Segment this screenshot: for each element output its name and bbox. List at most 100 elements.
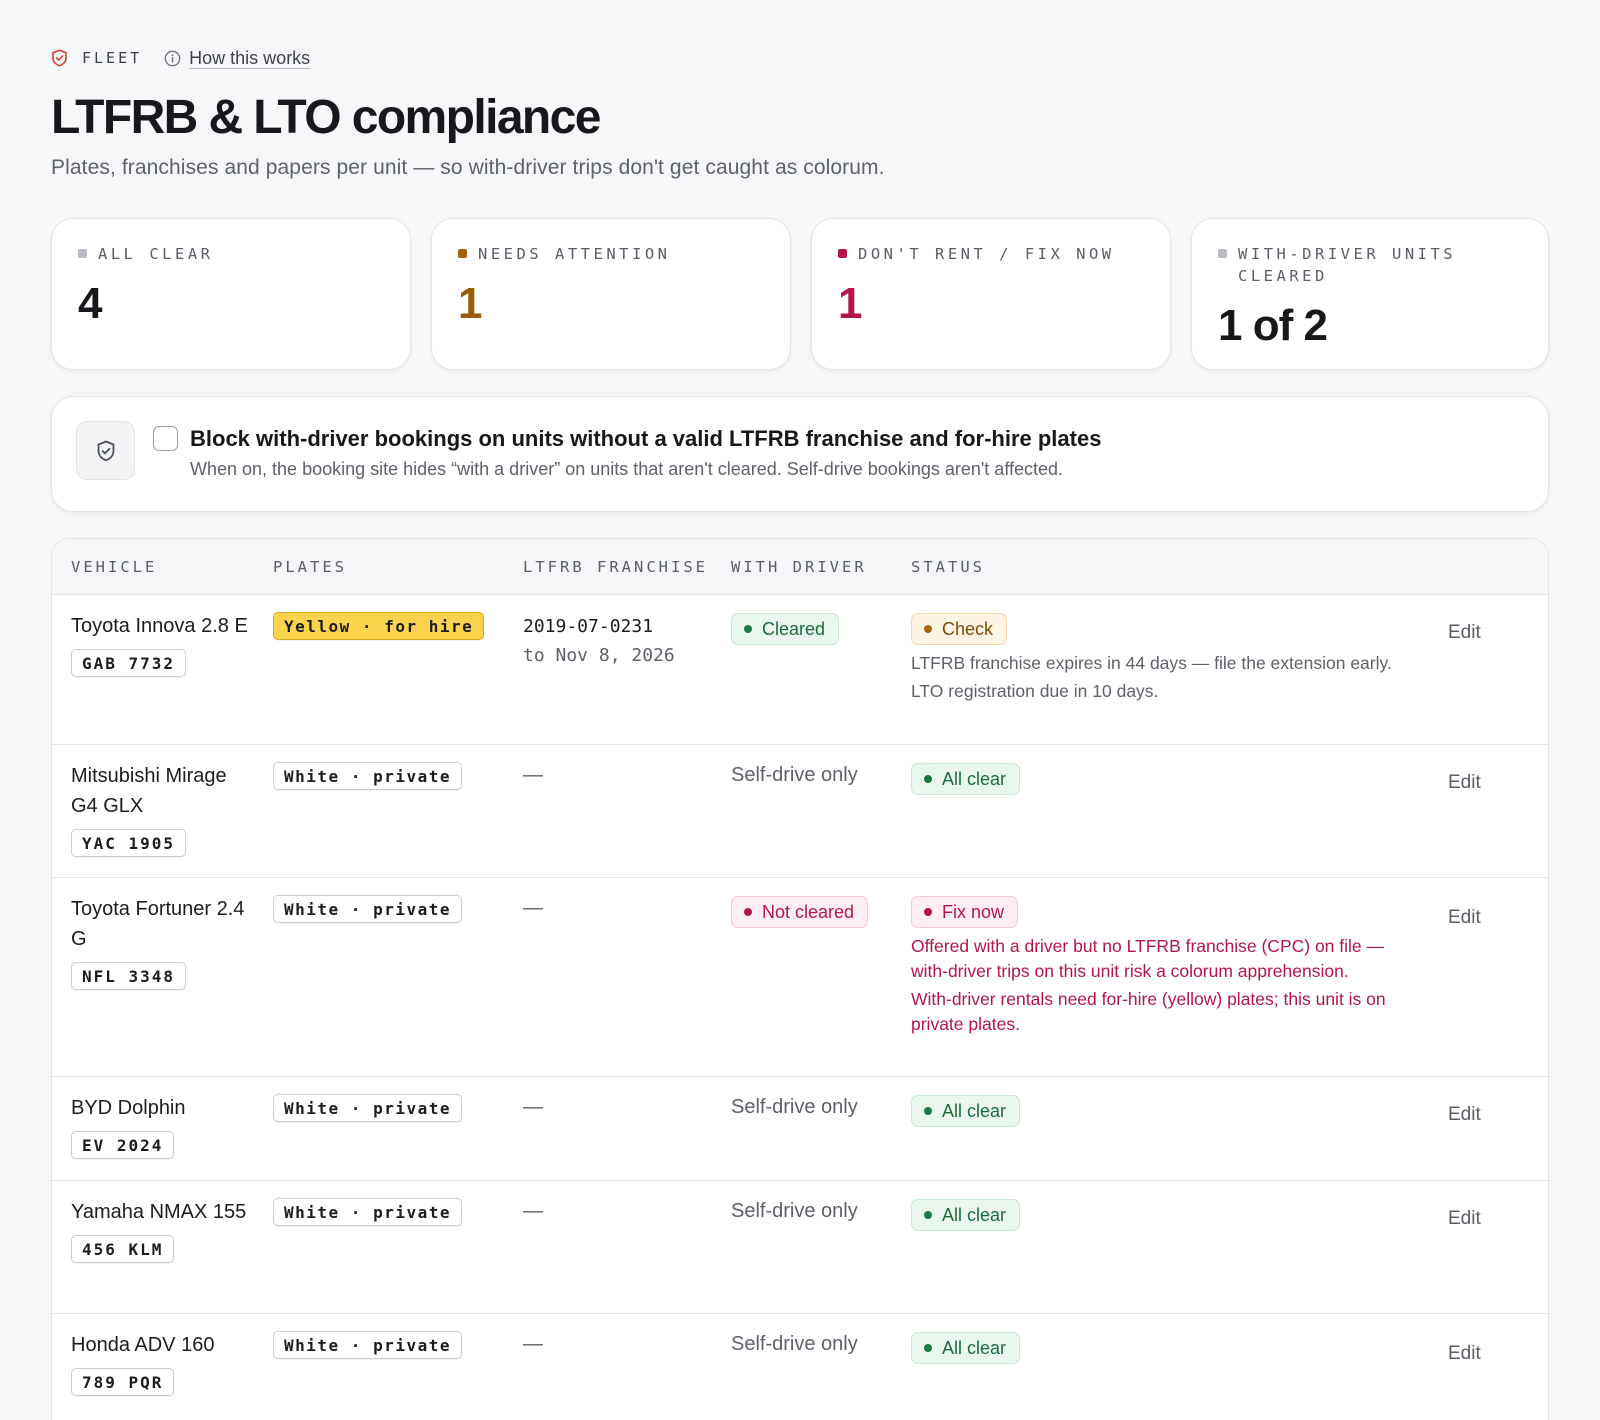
vehicle-name: Mitsubishi Mirage G4 GLX bbox=[71, 765, 227, 817]
stat-value: 4 bbox=[78, 279, 102, 328]
edit-button[interactable]: Edit bbox=[1448, 1104, 1481, 1125]
status-badge-label: All clear bbox=[942, 1337, 1007, 1358]
block-bookings-title[interactable]: Block with-driver bookings on units with… bbox=[190, 426, 1102, 451]
status-notes: LTFRB franchise expires in 44 days — fil… bbox=[911, 651, 1401, 704]
status-dot bbox=[924, 1344, 932, 1352]
franchise-empty: — bbox=[523, 764, 543, 786]
edit-button[interactable]: Edit bbox=[1448, 622, 1481, 643]
vehicle-name: Toyota Fortuner 2.4 G bbox=[71, 898, 245, 950]
with-driver-text: Self-drive only bbox=[731, 1333, 858, 1355]
how-this-works-label[interactable]: How this works bbox=[189, 47, 311, 68]
with-driver-badge: Not cleared bbox=[731, 896, 869, 928]
status-note: LTFRB franchise expires in 44 days — fil… bbox=[911, 653, 1392, 673]
vehicle-name: Yamaha NMAX 155 bbox=[71, 1201, 247, 1223]
plate-number: 456 KLM bbox=[71, 1235, 175, 1263]
plate-type-badge: White · private bbox=[273, 1198, 462, 1226]
stat-label: WITH-DRIVER UNITS CLEARED bbox=[1238, 245, 1457, 285]
with-driver-badge-label: Cleared bbox=[762, 618, 826, 639]
stat-value: 1 bbox=[458, 279, 482, 328]
stat-dot bbox=[1218, 249, 1227, 258]
shield-check-icon bbox=[97, 440, 114, 461]
stat-card-needs-attention: NEEDS ATTENTION 1 bbox=[431, 218, 791, 370]
plate-number: YAC 1905 bbox=[71, 829, 187, 857]
compliance-table: VEHICLE PLATES LTFRB FRANCHISE WITH DRIV… bbox=[51, 538, 1549, 1420]
vehicle-name: Toyota Innova 2.8 E bbox=[71, 615, 248, 637]
column-header-plates: PLATES bbox=[273, 558, 347, 576]
with-driver-text: Self-drive only bbox=[731, 764, 858, 786]
status-badge: All clear bbox=[911, 1199, 1021, 1231]
plate-number: NFL 3348 bbox=[71, 962, 187, 990]
table-row: Mitsubishi Mirage G4 GLX YAC 1905 White … bbox=[52, 745, 1548, 878]
shield-badge bbox=[76, 421, 135, 480]
vehicle-name: Honda ADV 160 bbox=[71, 1334, 215, 1356]
franchise-empty: — bbox=[523, 1096, 543, 1118]
block-bookings-checkbox[interactable] bbox=[153, 426, 178, 451]
status-badge: All clear bbox=[911, 763, 1021, 795]
table-row: BYD Dolphin EV 2024 White · private — Se… bbox=[52, 1077, 1548, 1181]
franchise-empty: — bbox=[523, 1200, 543, 1222]
with-driver-text: Self-drive only bbox=[731, 1200, 858, 1222]
status-badge-label: Check bbox=[942, 618, 994, 639]
stat-card-all-clear: ALL CLEAR 4 bbox=[51, 218, 411, 370]
block-bookings-panel: Block with-driver bookings on units with… bbox=[51, 396, 1549, 512]
status-dot bbox=[744, 625, 752, 633]
edit-button[interactable]: Edit bbox=[1448, 1343, 1481, 1364]
status-dot bbox=[924, 1211, 932, 1219]
info-icon bbox=[164, 50, 181, 66]
stat-card-with-driver-cleared: WITH-DRIVER UNITS CLEARED 1 of 2 bbox=[1191, 218, 1549, 370]
column-header-status: STATUS bbox=[911, 558, 985, 576]
column-header-vehicle: VEHICLE bbox=[71, 558, 158, 576]
franchise-empty: — bbox=[523, 1333, 543, 1355]
status-badge-label: Fix now bbox=[942, 901, 1005, 922]
page-title: LTFRB & LTO compliance bbox=[51, 91, 601, 144]
edit-button[interactable]: Edit bbox=[1448, 772, 1481, 793]
stat-cards: ALL CLEAR 4 NEEDS ATTENTION 1 DON'T RENT… bbox=[51, 218, 1549, 370]
status-dot bbox=[924, 908, 932, 916]
with-driver-text: Self-drive only bbox=[731, 1096, 858, 1118]
status-badge: All clear bbox=[911, 1095, 1021, 1127]
plate-type-badge: White · private bbox=[273, 1331, 462, 1359]
edit-button[interactable]: Edit bbox=[1448, 1208, 1481, 1229]
status-badge: Fix now bbox=[911, 896, 1019, 928]
plate-type-badge: White · private bbox=[273, 1094, 462, 1122]
franchise-number: 2019-07-0231 bbox=[523, 616, 654, 637]
status-dot bbox=[924, 1107, 932, 1115]
status-notes: Offered with a driver but no LTFRB franc… bbox=[911, 934, 1401, 1037]
compliance-page: FLEET How this works LTFRB & LTO complia… bbox=[51, 44, 1549, 1420]
how-this-works-link[interactable]: How this works bbox=[164, 48, 310, 69]
stat-label: DON'T RENT / FIX NOW bbox=[858, 245, 1115, 263]
page-subtitle: Plates, franchises and papers per unit —… bbox=[51, 156, 885, 179]
section-label: FLEET bbox=[82, 49, 143, 67]
stat-value: 1 of 2 bbox=[1218, 301, 1328, 350]
block-bookings-description: When on, the booking site hides “with a … bbox=[190, 459, 1064, 479]
stat-label: NEEDS ATTENTION bbox=[478, 245, 671, 263]
stat-card-dont-rent: DON'T RENT / FIX NOW 1 bbox=[811, 218, 1171, 370]
edit-button[interactable]: Edit bbox=[1448, 907, 1481, 928]
table-row: Yamaha NMAX 155 456 KLM White · private … bbox=[52, 1181, 1548, 1314]
stat-dot bbox=[838, 249, 847, 258]
status-dot bbox=[924, 775, 932, 783]
shield-icon bbox=[52, 49, 67, 67]
status-badge: All clear bbox=[911, 1332, 1021, 1364]
table-header: VEHICLE PLATES LTFRB FRANCHISE WITH DRIV… bbox=[52, 539, 1548, 595]
stat-label: ALL CLEAR bbox=[98, 245, 214, 263]
status-note: Offered with a driver but no LTFRB franc… bbox=[911, 936, 1385, 981]
status-badge-label: All clear bbox=[942, 1204, 1007, 1225]
status-badge-label: All clear bbox=[942, 768, 1007, 789]
table-row: Toyota Innova 2.8 E GAB 7732 Yellow · fo… bbox=[52, 595, 1548, 745]
status-badge-label: All clear bbox=[942, 1100, 1007, 1121]
plate-number: EV 2024 bbox=[71, 1131, 175, 1159]
franchise-expiry: to Nov 8, 2026 bbox=[523, 645, 675, 666]
table-row: Toyota Fortuner 2.4 G NFL 3348 White · p… bbox=[52, 878, 1548, 1077]
stat-dot bbox=[78, 249, 87, 258]
status-note: LTO registration due in 10 days. bbox=[911, 681, 1159, 701]
table-row: Honda ADV 160 789 PQR White · private — … bbox=[52, 1314, 1548, 1420]
status-dot bbox=[744, 908, 752, 916]
status-badge: Check bbox=[911, 613, 1008, 645]
plate-type-badge: White · private bbox=[273, 895, 462, 923]
franchise-empty: — bbox=[523, 897, 543, 919]
vehicle-name: BYD Dolphin bbox=[71, 1097, 186, 1119]
breadcrumb: FLEET How this works bbox=[51, 44, 1549, 72]
plate-type-badge: White · private bbox=[273, 762, 462, 790]
plate-number: 789 PQR bbox=[71, 1368, 175, 1396]
